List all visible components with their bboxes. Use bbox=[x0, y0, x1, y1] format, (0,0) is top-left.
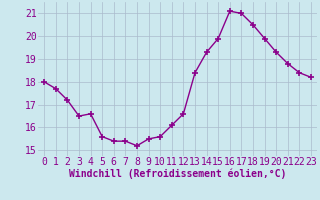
X-axis label: Windchill (Refroidissement éolien,°C): Windchill (Refroidissement éolien,°C) bbox=[69, 169, 286, 179]
